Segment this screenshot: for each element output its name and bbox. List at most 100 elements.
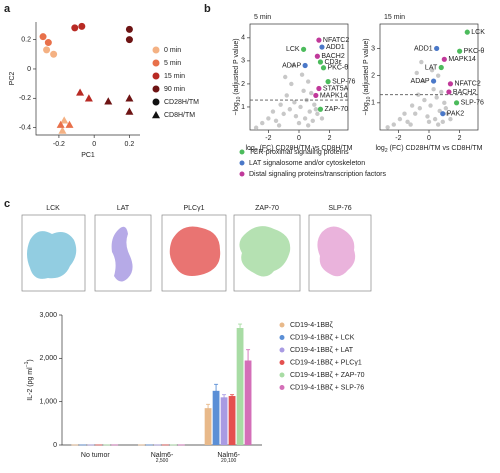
- protein-point: [314, 53, 320, 59]
- protein-point: [317, 59, 324, 65]
- point: [43, 46, 51, 54]
- protein-point: [434, 45, 440, 52]
- protein-point: [446, 89, 452, 95]
- x-tick-label: Nalm6-: [217, 452, 240, 459]
- y-tick-label: 1,000: [39, 399, 57, 406]
- y-tick-label: -0.2: [19, 95, 31, 102]
- bar: [138, 444, 145, 446]
- axis: [35, 22, 140, 136]
- protein-point: [457, 48, 463, 54]
- x-tick-label: -2: [395, 135, 401, 142]
- legend-marker: [152, 85, 160, 93]
- background-point: [434, 95, 439, 100]
- background-point: [409, 103, 415, 108]
- background-point: [313, 107, 319, 112]
- x-tick-label: 0.2: [125, 141, 135, 148]
- background-point: [301, 88, 306, 94]
- label-part: (adjusted P value): [233, 38, 240, 96]
- background-point: [440, 119, 445, 125]
- legend-marker: [279, 360, 285, 365]
- y-tick-label: 3: [371, 45, 375, 52]
- structure-zap70: [239, 226, 291, 277]
- protein-point: [464, 29, 470, 35]
- background-point: [428, 103, 433, 108]
- background-point: [422, 97, 427, 103]
- label-part: −log: [363, 102, 370, 116]
- legend-label: CD19-4-1BBζ + SLP-76: [290, 384, 364, 391]
- label-part: (FC) CD28H/TM vs CD8H/TM: [388, 145, 483, 152]
- background-point: [276, 123, 282, 128]
- error-bar: [206, 403, 211, 413]
- bar: [236, 328, 244, 445]
- error-bar: [246, 349, 251, 372]
- background-point: [425, 114, 430, 119]
- background-point: [419, 59, 424, 65]
- x-tick-label: 0: [427, 135, 431, 142]
- legend-marker: [279, 347, 285, 353]
- background-point: [307, 109, 312, 114]
- label-part: log: [375, 145, 384, 152]
- point: [76, 88, 85, 96]
- y-tick-label: 0: [53, 442, 57, 449]
- structure-label: LAT: [117, 205, 130, 212]
- point: [50, 50, 58, 58]
- point: [78, 22, 86, 30]
- protein-point: [302, 62, 308, 69]
- y-axis-label: IL-2 (pg ml−1): [24, 359, 34, 401]
- legend-marker: [152, 98, 160, 106]
- background-point: [429, 68, 435, 73]
- background-point: [283, 74, 288, 80]
- y-tick-label: 2,000: [39, 355, 57, 362]
- protein-label: PAK2: [447, 111, 464, 118]
- label-part: −1: [24, 361, 30, 367]
- legend-marker: [239, 160, 245, 166]
- background-point: [253, 125, 259, 130]
- legend-marker: [239, 149, 245, 155]
- bar: [178, 444, 185, 446]
- legend-label: TCR-proximal signaling proteins: [249, 149, 349, 156]
- x-tick-label: 2: [328, 135, 332, 142]
- protein-point: [316, 37, 322, 43]
- protein-label: NFATC2: [454, 81, 480, 88]
- background-point: [432, 116, 438, 122]
- legend-label: CD8H/TM: [164, 112, 195, 119]
- protein-label: ZAP-70: [324, 106, 348, 113]
- x-axis-label: log2 (FC) CD28H/TM vs CD8H/TM: [245, 145, 352, 154]
- x-axis-label: log2 (FC) CD28H/TM vs CD8H/TM: [375, 145, 482, 154]
- protein-label: BACH2: [321, 53, 344, 60]
- legend-marker: [279, 372, 285, 378]
- background-point: [435, 122, 441, 127]
- background-point: [385, 125, 390, 130]
- protein-label: ADD1: [326, 44, 345, 51]
- panel-label: b: [204, 3, 211, 15]
- background-point: [292, 100, 297, 105]
- protein-point: [430, 78, 437, 84]
- bar: [170, 444, 177, 446]
- label-part: IL-2 (pg ml: [27, 367, 34, 401]
- error-bar: [238, 323, 243, 333]
- structure-label: PLCγ1: [183, 205, 204, 212]
- y-axis-label: PC2: [9, 72, 16, 86]
- protein-point: [440, 111, 446, 117]
- point: [104, 97, 113, 105]
- background-point: [270, 109, 276, 114]
- background-point: [281, 111, 286, 117]
- protein-point: [453, 100, 460, 106]
- background-point: [290, 63, 296, 68]
- protein-label: ADAP: [282, 62, 301, 69]
- background-point: [405, 119, 410, 125]
- y-tick-label: 1: [241, 104, 245, 111]
- legend-label: CD19-4-1BBζ + PLCγ1: [290, 359, 362, 366]
- legend-label: CD19-4-1BBζ + LAT: [290, 347, 354, 354]
- legend-marker: [279, 335, 285, 340]
- protein-label: LCK: [286, 46, 300, 53]
- point: [125, 36, 133, 44]
- legend-label: CD19-4-1BBζ + ZAP-70: [290, 372, 365, 379]
- background-point: [305, 123, 311, 128]
- bar: [111, 444, 119, 446]
- protein-label: MAPK14: [448, 56, 476, 63]
- point: [65, 120, 74, 128]
- background-point: [426, 119, 432, 125]
- bar: [146, 444, 153, 446]
